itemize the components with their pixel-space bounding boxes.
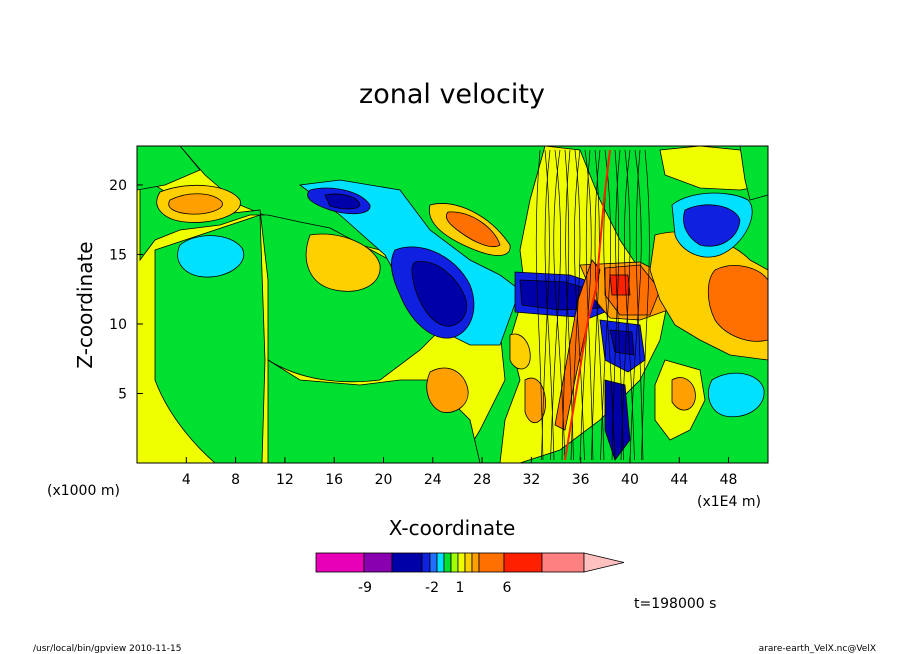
x-tick-label-9: 40: [621, 472, 639, 488]
x-tick-label-5: 24: [424, 472, 442, 488]
y-tick-label-3: 20: [109, 178, 127, 194]
wave-line-6: [565, 149, 574, 461]
x-axis-label: X-coordinate: [389, 516, 516, 540]
x-tick-label-10: 44: [670, 472, 688, 488]
wave-line-4: [553, 149, 566, 461]
field-region-28: [683, 204, 741, 247]
y-tick-label-2: 15: [109, 247, 127, 263]
field-region-37: [739, 146, 768, 201]
plot-area: [137, 146, 768, 463]
wave-line-13: [600, 149, 611, 461]
field-region-29: [708, 372, 765, 418]
time-label: t=198000 s: [634, 596, 716, 612]
field-region-33: [524, 377, 546, 424]
field-contours: [137, 146, 768, 463]
field-region-26: [707, 265, 768, 342]
colorbar-label-0: -9: [358, 580, 372, 596]
colorbar-cell-4: [429, 552, 438, 573]
wave-line-8: [574, 149, 585, 461]
x-tick-label-7: 32: [522, 472, 540, 488]
y-tick-label-0: 5: [118, 386, 127, 402]
wave-line-0: [535, 149, 544, 461]
colorbar-label-2: 1: [456, 580, 465, 596]
x-tick-label-1: 8: [231, 472, 240, 488]
y-tick-label-1: 10: [109, 317, 127, 333]
chart-title: zonal velocity: [359, 79, 545, 110]
y-axis-label: Z-coordinate: [73, 241, 97, 368]
x-axis: 4 8 12 16 20 24 28 32 36 40 44 48: [182, 457, 738, 488]
wave-line-3: [550, 149, 561, 461]
footer-right: arare-earth_VelX.nc@VelX: [759, 644, 876, 654]
colorbar-cell-10: [471, 552, 480, 573]
wave-line-17: [620, 149, 631, 461]
x-tick-label-11: 48: [720, 472, 738, 488]
field-region-4: [305, 233, 381, 292]
colorbar-cell-6: [443, 552, 452, 573]
colorbar-cell-11: [478, 552, 505, 573]
field-region-24: [604, 379, 631, 461]
field-region-36: [137, 146, 201, 191]
colorbar-label-3: 6: [503, 580, 512, 596]
field-region-14: [445, 211, 501, 248]
colorbar-cell-9: [464, 552, 473, 573]
wave-line-18: [624, 149, 635, 461]
colorbar-cell-2: [391, 552, 423, 573]
colorbar-cell-5: [436, 552, 445, 573]
colorbar-arrow: [583, 552, 625, 573]
field-region-34: [671, 377, 696, 411]
plot-frame: [136, 145, 769, 464]
colorbar-cell-12: [503, 552, 543, 573]
colorbar-label-1: -2: [425, 580, 439, 596]
field-region-32: [509, 333, 531, 370]
wave-line-9: [579, 149, 592, 461]
wave-line-20: [635, 149, 644, 461]
colorbar-cell-8: [457, 552, 466, 573]
x-tick-label-2: 12: [276, 472, 294, 488]
colorbar-cell-0: [315, 552, 365, 573]
field-region-6: [168, 193, 223, 215]
field-region-12: [324, 193, 361, 210]
field-region-20: [609, 274, 631, 296]
colorbar-cell-3: [421, 552, 431, 573]
front-line: [564, 149, 611, 461]
x-tick-label-8: 36: [572, 472, 590, 488]
wave-line-11: [591, 149, 600, 461]
wave-line-1: [541, 149, 550, 461]
x-tick-label-0: 4: [182, 472, 191, 488]
field-region-7: [177, 235, 245, 278]
wave-line-16: [615, 149, 624, 461]
x-unit-right: (x1E4 m): [697, 494, 761, 510]
x-unit-left: (x1000 m): [47, 483, 120, 499]
x-tick-label-4: 20: [375, 472, 393, 488]
colorbar-cell-1: [363, 552, 393, 573]
colorbar: [315, 552, 625, 573]
wave-line-10: [585, 149, 594, 461]
x-tick-label-6: 28: [473, 472, 491, 488]
field-region-10: [411, 261, 468, 327]
field-region-2: [154, 214, 266, 463]
colorbar-cell-7: [450, 552, 459, 573]
field-region-31: [426, 367, 469, 413]
colorbar-cell-13: [541, 552, 585, 573]
wave-line-19: [629, 149, 642, 461]
wave-line-21: [641, 149, 650, 461]
y-axis: 5 10 15 20: [109, 178, 143, 402]
field-region-35: [659, 146, 768, 191]
colorbar-labels: -9 -2 1 6: [358, 580, 512, 596]
footer-left: /usr/local/bin/gpview 2010-11-15: [33, 644, 181, 654]
x-tick-label-3: 16: [325, 472, 343, 488]
